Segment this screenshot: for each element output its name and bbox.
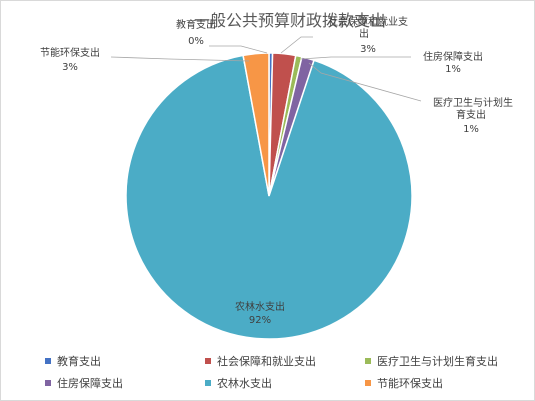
legend-swatch	[205, 358, 211, 364]
legend-item: 社会保障和就业支出	[205, 353, 365, 369]
label-housing-name: 住房保障支出	[423, 50, 483, 63]
legend-swatch	[365, 380, 371, 386]
pie-slice-5	[242, 52, 270, 197]
legend-swatch	[45, 380, 51, 386]
legend-label: 农林水支出	[217, 377, 272, 390]
pie-slice-4	[125, 54, 413, 340]
legend-item: 教育支出	[45, 353, 205, 369]
chart-legend: 教育支出 社会保障和就业支出 医疗卫生与计划生育支出住房保障支出 农林水支出 节能环保支…	[45, 353, 515, 391]
legend-swatch	[205, 380, 211, 386]
label-social-pct: 3%	[360, 44, 376, 55]
legend-item: 住房保障支出	[45, 375, 205, 391]
legend-label: 节能环保支出	[377, 377, 443, 390]
legend-label: 医疗卫生与计划生育支出	[377, 355, 498, 368]
leader-housing	[300, 56, 411, 60]
legend-label: 社会保障和就业支出	[217, 355, 316, 368]
label-edu-name: 教育支出	[176, 18, 216, 31]
label-social-name2: 出	[359, 27, 369, 40]
label-energy-name: 节能环保支出	[40, 46, 100, 59]
label-energy-pct: 3%	[62, 62, 78, 73]
legend-label: 住房保障支出	[57, 377, 123, 390]
label-agri-name: 农林水支出	[235, 300, 285, 313]
leader-medical	[308, 62, 422, 102]
pie-slices	[125, 52, 413, 340]
leader-social	[280, 36, 313, 54]
label-medical-name2: 育支出	[456, 108, 486, 121]
leader-energy	[110, 56, 250, 62]
chart-title: 一般公共预算财政拨款支出	[194, 11, 386, 30]
label-medical-name1: 医疗卫生与计划生	[433, 96, 513, 109]
label-edu-pct: 0%	[188, 36, 204, 47]
label-housing-pct: 1%	[445, 64, 461, 75]
legend-item: 农林水支出	[205, 375, 365, 391]
leader-edu	[209, 45, 268, 54]
legend-item: 节能环保支出	[365, 375, 515, 391]
legend-swatch	[365, 358, 371, 364]
label-social-name1: 社会保障和就业支	[328, 15, 408, 28]
legend-swatch	[45, 358, 51, 364]
label-agri-pct: 92%	[249, 315, 271, 326]
legend-label: 教育支出	[57, 355, 101, 368]
label-medical-pct: 1%	[463, 124, 479, 135]
legend-item: 医疗卫生与计划生育支出	[365, 353, 515, 369]
